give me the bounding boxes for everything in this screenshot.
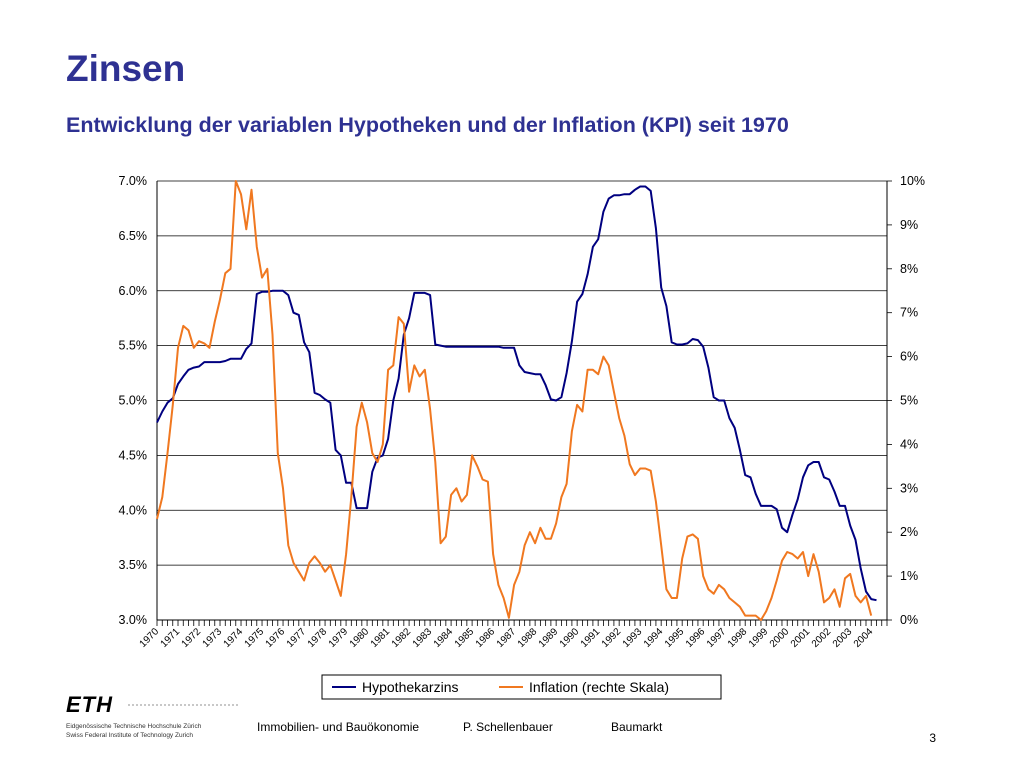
x-tick-label: 2003 [831,626,855,650]
x-tick-label: 1988 [516,626,540,650]
legend: Hypothekarzins Inflation (rechte Skala) [321,674,722,700]
x-tick-label: 1981 [369,626,393,650]
x-tick-label: 1974 [222,626,246,650]
footer-author: P. Schellenbauer [463,720,553,734]
y-left-tick-label: 3.0% [119,613,148,627]
slide-title: Zinsen [66,48,186,89]
y-right-tick-label: 6% [900,350,918,364]
x-tick-label: 1986 [474,626,498,650]
y-left-tick-label: 6.5% [119,229,148,243]
x-tick-label: 1993 [621,626,645,650]
x-tick-label: 1973 [201,626,225,650]
x-tick-label: 1998 [726,626,750,650]
y-left-tick-label: 5.5% [119,339,148,353]
x-tick-label: 1978 [306,626,330,650]
x-tick-label: 1999 [747,626,771,650]
y-right-tick-label: 10% [900,174,925,188]
eth-logo-wordmark: ETH [66,692,113,717]
x-tick-label: 1975 [243,626,267,650]
eth-logo-line-english: Swiss Federal Institute of Technology Zu… [66,732,194,739]
x-tick-label: 1987 [495,626,519,650]
x-tick-label: 1970 [138,626,162,650]
x-tick-label: 1976 [264,626,288,650]
y-right-tick-label: 4% [900,437,918,451]
eth-logo-line-german: Eidgenössische Technische Hochschule Zür… [66,723,202,730]
y-left-tick-label: 6.0% [119,284,148,298]
slide-subtitle: Entwicklung der variablen Hypotheken und… [66,113,789,137]
y-right-tick-label: 9% [900,218,918,232]
x-tick-label: 1990 [558,626,582,650]
y-right-tick-label: 2% [900,525,918,539]
x-tick-label: 1979 [327,626,351,650]
x-tick-label: 2004 [852,626,876,650]
footer-department: Immobilien- und Bauökonomie [257,720,420,734]
x-tick-label: 1992 [600,626,624,650]
y-left-tick-label: 5.0% [119,394,148,408]
eth-logo-dots [128,704,238,708]
y-right-tick-label: 7% [900,306,918,320]
legend-label: Hypothekarzins [362,679,459,695]
x-tick-label: 1977 [285,626,309,650]
page-number: 3 [929,731,936,745]
x-tick-label: 1984 [432,626,456,650]
y-left-tick-label: 3.5% [119,558,148,572]
y-left-tick-label: 4.5% [119,448,148,462]
y-right-tick-label: 3% [900,481,918,495]
y-left-tick-label: 7.0% [119,174,148,188]
y-right-tick-label: 5% [900,394,918,408]
y-right-tick-label: 0% [900,613,918,627]
x-tick-label: 1995 [663,626,687,650]
x-tick-label: 1997 [705,626,729,650]
y-right-tick-label: 1% [900,569,918,583]
series-line-inflation [156,180,873,621]
legend-label: Inflation (rechte Skala) [529,679,669,695]
x-tick-label: 2002 [810,626,834,650]
series-line-mortgage-rate [156,185,877,602]
x-tick-label: 1971 [159,626,183,650]
footer-topic: Baumarkt [611,720,663,734]
x-tick-label: 1996 [684,626,708,650]
x-tick-label: 1985 [453,626,477,650]
grid-lines [157,180,887,566]
x-tick-label: 1991 [579,626,603,650]
x-tick-label: 1989 [537,626,561,650]
x-tick-label: 2001 [789,626,813,650]
eth-logo: ETH Eidgenössische Technische Hochschule… [66,694,241,744]
y-left-tick-label: 4.0% [119,503,148,517]
x-tick-label: 1994 [642,626,666,650]
x-tick-label: 1980 [348,626,372,650]
x-tick-label: 1982 [390,626,414,650]
axes: 3.0% 3.5% 4.0% 4.5% 5.0% 5.5% 6.0% 6.5% 7.0% 0% 1%… [119,174,926,650]
x-tick-label: 1983 [411,626,435,650]
y-right-tick-label: 8% [900,262,918,276]
x-tick-label: 2000 [768,626,792,650]
x-tick-label: 1972 [180,626,204,650]
series-lines [156,180,877,621]
